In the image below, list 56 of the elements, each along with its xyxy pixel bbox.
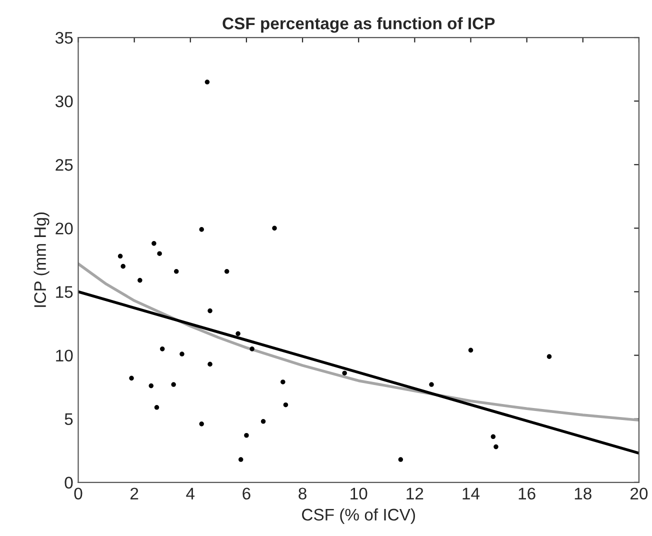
point [490, 434, 496, 440]
point [224, 269, 230, 274]
point [199, 422, 204, 426]
point [208, 308, 212, 314]
point [280, 380, 286, 384]
point [546, 354, 552, 359]
x-tick-label: 0 [74, 488, 82, 500]
y-tick-label: 5 [64, 413, 73, 426]
point [120, 264, 126, 269]
y-axis-title: ICP (mm Hg) [34, 212, 50, 307]
y-tick-label: 10 [56, 350, 73, 362]
point [494, 444, 498, 450]
point [171, 382, 176, 387]
x-tick-label: 18 [574, 488, 592, 500]
point [429, 382, 434, 387]
point [342, 370, 347, 376]
x-tick-label: 12 [406, 488, 424, 500]
y-tick-label: 25 [56, 159, 73, 171]
x-tick-label: 14 [462, 488, 480, 500]
point [154, 405, 160, 410]
y-tick-label: 30 [55, 95, 73, 108]
x-tick-label: 6 [242, 488, 250, 500]
x-tick-label: 4 [186, 488, 195, 500]
point [272, 226, 277, 231]
point [148, 383, 154, 388]
point [152, 241, 156, 246]
x-tick-label: 16 [518, 488, 536, 500]
y-tick-label: 35 [55, 32, 73, 44]
point [180, 352, 184, 356]
y-tick-label: 0 [64, 476, 73, 489]
point [129, 376, 134, 381]
point [204, 80, 210, 84]
point [118, 254, 123, 259]
x-tick-label: 10 [350, 488, 368, 500]
point [236, 331, 240, 336]
point [199, 227, 204, 232]
point [138, 278, 142, 283]
point [260, 418, 266, 424]
point [283, 402, 288, 408]
y-tick-label: 20 [56, 222, 73, 234]
y-tick-label: 15 [56, 286, 73, 298]
point [157, 251, 162, 256]
point [160, 346, 165, 352]
point [208, 362, 212, 367]
x-tick-label: 8 [298, 488, 306, 500]
point [250, 346, 254, 352]
x-tick-label: 20 [630, 488, 648, 500]
x-tick-label: 2 [130, 488, 138, 500]
chart-title: CSF percentage as function of ICP [222, 17, 495, 33]
point [244, 432, 249, 438]
line-series [78, 262, 639, 422]
x-axis-title: CSF (% of ICV) [302, 508, 415, 524]
point [468, 348, 474, 353]
point [174, 269, 179, 274]
point [238, 457, 244, 462]
point [398, 457, 404, 462]
